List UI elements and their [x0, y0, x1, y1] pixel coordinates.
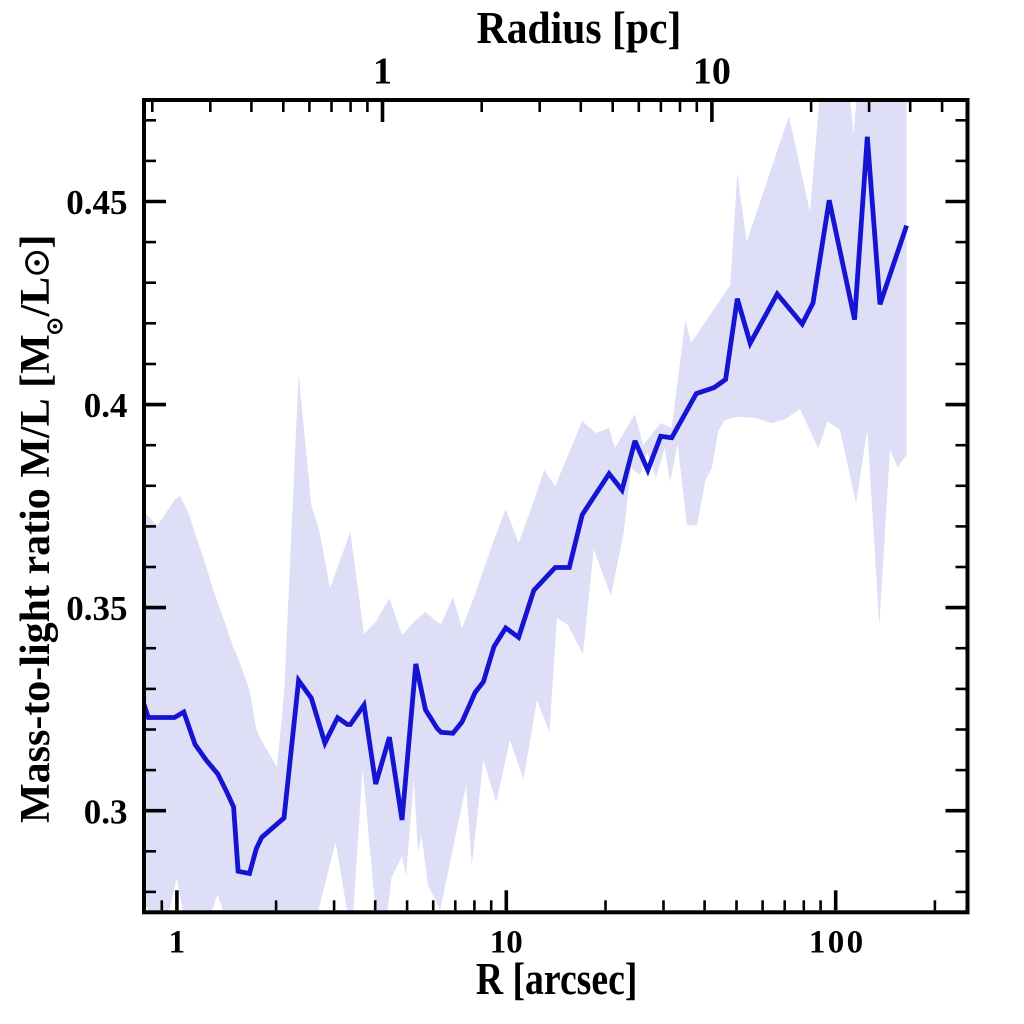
svg-text:0.35: 0.35	[66, 589, 127, 628]
svg-text:1: 1	[169, 924, 186, 960]
svg-text:Radius [pc]: Radius [pc]	[477, 3, 682, 53]
svg-text:1: 1	[373, 51, 392, 93]
svg-text:10: 10	[693, 51, 731, 93]
svg-text:/L: /L	[13, 277, 59, 318]
svg-text:100: 100	[809, 924, 866, 960]
svg-text:0.45: 0.45	[66, 183, 127, 222]
svg-text:Mass-to-light ratio M/L [M: Mass-to-light ratio M/L [M	[13, 334, 59, 823]
svg-text:]: ]	[13, 235, 59, 249]
svg-text:0.4: 0.4	[84, 386, 128, 425]
svg-text:10: 10	[490, 924, 523, 960]
svg-text:R [arcsec]: R [arcsec]	[476, 955, 638, 1005]
svg-text:0.3: 0.3	[84, 792, 128, 831]
